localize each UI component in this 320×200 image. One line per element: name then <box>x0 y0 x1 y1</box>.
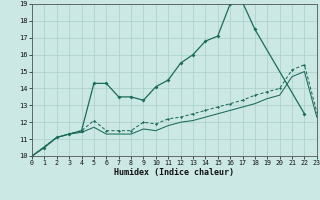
X-axis label: Humidex (Indice chaleur): Humidex (Indice chaleur) <box>115 168 234 177</box>
